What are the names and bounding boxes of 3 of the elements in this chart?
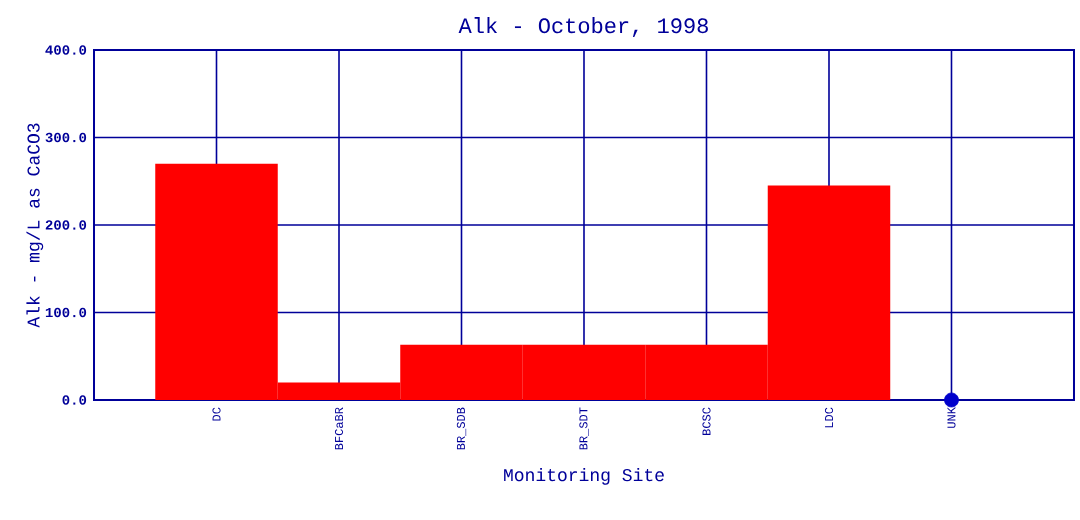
chart-title: Alk - October, 1998 <box>458 17 708 37</box>
y-axis-title: Alk - mg/L as CaCO3 <box>26 123 44 328</box>
x-axis-title: Monitoring Site <box>504 468 664 485</box>
